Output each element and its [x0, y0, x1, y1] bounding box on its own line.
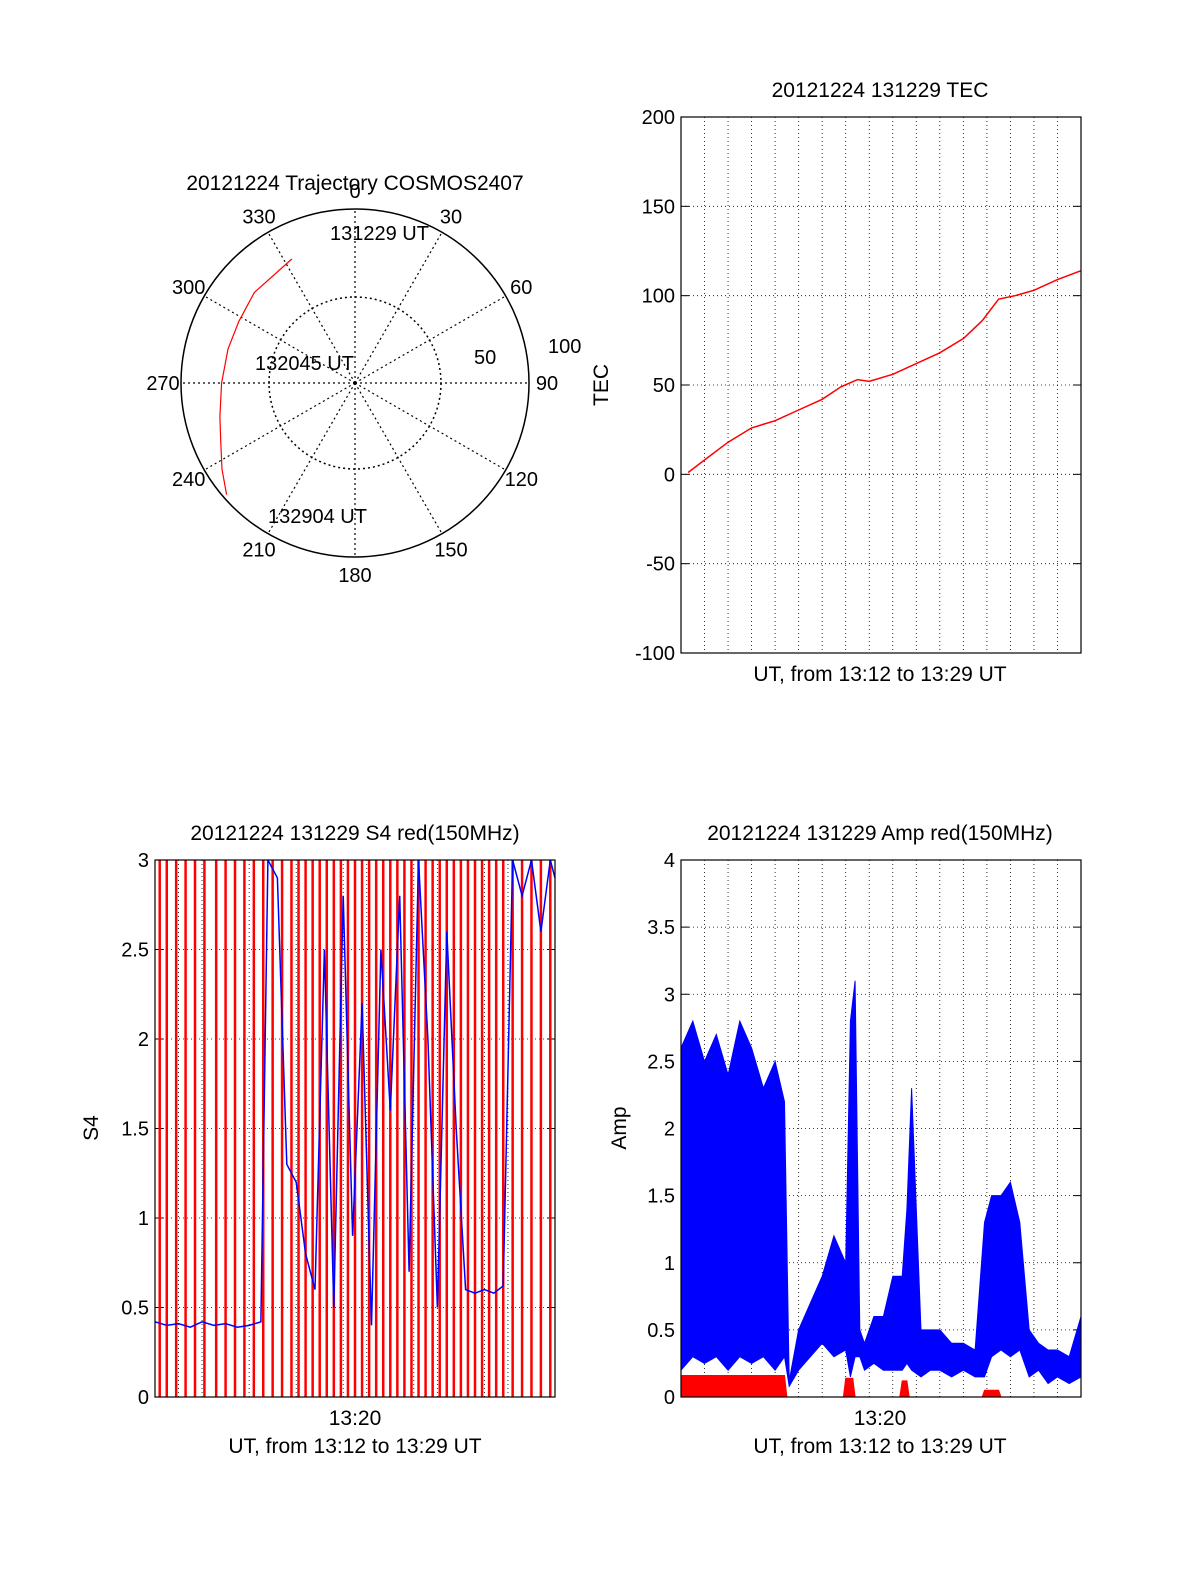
- polar-title: 20121224 Trajectory COSMOS2407: [186, 172, 523, 195]
- s4-yaxis-ticks: 0 0.5 1 1.5 2 2.5 3: [121, 850, 149, 1409]
- polar-angle-labels: 0 30 60 90 120 150 180 210 240 270 300 330: [146, 181, 558, 587]
- amp-ytick-label-2: 1: [664, 1253, 675, 1275]
- polar-angle-label-90: 90: [536, 373, 558, 395]
- amp-ytick-label-6: 3: [664, 984, 675, 1006]
- polar-spoke-210: [267, 382, 356, 534]
- tec-plot-frame: [680, 116, 1082, 654]
- s4-red-series: [158, 860, 552, 1397]
- s4-ytick-label-4: 2: [138, 1029, 149, 1051]
- track-mid-label: 132045 UT: [255, 353, 354, 375]
- tec-ytick-label-4: 100: [642, 286, 675, 308]
- polar-spoke-300: [204, 295, 356, 384]
- track-end-label: 132904 UT: [268, 506, 367, 528]
- s4-ytick-label-0: 0: [138, 1387, 149, 1409]
- s4-blue-series: [154, 859, 556, 1329]
- amp-title: 20121224 131229 Amp red(150MHz): [707, 822, 1053, 845]
- amp-ytick-label-7: 3.5: [647, 917, 675, 939]
- tec-yaxis-ticks: -100 -50 0 50 100 150 200: [635, 107, 675, 665]
- polar-angle-label-180: 180: [338, 565, 371, 587]
- amp-ytick-label-0: 0: [664, 1387, 675, 1409]
- polar-angle-label-240: 240: [172, 469, 205, 491]
- tec-grid: [681, 116, 1081, 654]
- tec-ytick-label-0: -100: [635, 643, 675, 665]
- tec-chart: 20121224 131229 TEC -100-50050100150200 …: [590, 79, 1082, 686]
- amp-xlabel: UT, from 13:12 to 13:29 UT: [753, 1435, 1006, 1458]
- s4-xlabel: UT, from 13:12 to 13:29 UT: [228, 1435, 481, 1458]
- s4-xtick-label: 13:20: [329, 1407, 382, 1430]
- polar-angle-label-270: 270: [146, 373, 179, 395]
- tec-series-line: [687, 269, 1082, 474]
- polar-spoke-30: [354, 232, 443, 384]
- polar-angle-label-120: 120: [505, 469, 538, 491]
- amp-red-series: [680, 1375, 1081, 1398]
- polar-angle-label-0: 0: [349, 181, 360, 203]
- tec-xlabel: UT, from 13:12 to 13:29 UT: [753, 663, 1006, 686]
- s4-ytick-label-1: 0.5: [121, 1298, 149, 1320]
- polar-spoke-120: [354, 382, 506, 471]
- tec-ylabel: TEC: [590, 364, 613, 406]
- s4-ylabel: S4: [80, 1115, 103, 1141]
- amp-ytick-label-8: 4: [664, 850, 675, 872]
- amp-xtick-label: 13:20: [854, 1407, 907, 1430]
- tec-title: 20121224 131229 TEC: [772, 79, 989, 102]
- amp-ytick-label-4: 2: [664, 1119, 675, 1141]
- polar-spoke-150: [354, 382, 443, 534]
- s4-ytick-label-3: 1.5: [121, 1119, 149, 1141]
- tec-ytick-label-1: -50: [646, 554, 675, 576]
- track-start-label: 131229 UT: [330, 223, 429, 245]
- s4-chart: 20121224 131229 S4 red(150MHz) 0 0.5 1 1.5 2…: [80, 822, 556, 1458]
- tec-ytick-label-6: 200: [642, 107, 675, 129]
- polar-angle-label-60: 60: [510, 277, 532, 299]
- polar-spoke-330: [267, 232, 356, 384]
- amp-ytick-label-3: 1.5: [647, 1186, 675, 1208]
- polar-radial-label-50: 50: [474, 347, 496, 369]
- polar-outer-circle: [180, 208, 530, 558]
- polar-angle-label-330: 330: [242, 207, 275, 229]
- polar-track-line: [219, 258, 293, 495]
- polar-spoke-60: [354, 295, 506, 384]
- polar-angle-label-300: 300: [172, 277, 205, 299]
- s4-ytick-label-2: 1: [138, 1208, 149, 1230]
- s4-plot-frame: [154, 859, 556, 1398]
- amp-yaxis-ticks: 0 0.5 1 1.5 2 2.5 3 3.5 4: [647, 850, 675, 1409]
- s4-ytick-label-5: 2.5: [121, 940, 149, 962]
- amp-plot-frame: [680, 859, 1082, 1398]
- polar-spokes: [181, 209, 529, 557]
- polar-radial-label-100: 100: [548, 336, 581, 358]
- s4-ytick-label-6: 3: [138, 850, 149, 872]
- polar-angle-label-210: 210: [242, 539, 275, 561]
- tec-ytick-label-5: 150: [642, 196, 675, 218]
- amp-ytick-label-1: 0.5: [647, 1320, 675, 1342]
- trajectory-polar-chart: 20121224 Trajectory COSMOS2407 0 30 60 90 12…: [146, 172, 581, 587]
- polar-spoke-240: [204, 382, 356, 471]
- amp-ytick-label-5: 2.5: [647, 1051, 675, 1073]
- s4-title: 20121224 131229 S4 red(150MHz): [190, 822, 519, 845]
- polar-angle-label-150: 150: [434, 539, 467, 561]
- tec-ytick-label-3: 50: [653, 375, 675, 397]
- polar-angle-label-30: 30: [440, 207, 462, 229]
- amp-ylabel: Amp: [608, 1106, 631, 1149]
- tec-ytick-label-2: 0: [664, 464, 675, 486]
- amp-blue-series: [680, 980, 1082, 1397]
- amp-chart: 20121224 131229 Amp red(150MHz) 0 0.5 1 1.5…: [608, 822, 1082, 1458]
